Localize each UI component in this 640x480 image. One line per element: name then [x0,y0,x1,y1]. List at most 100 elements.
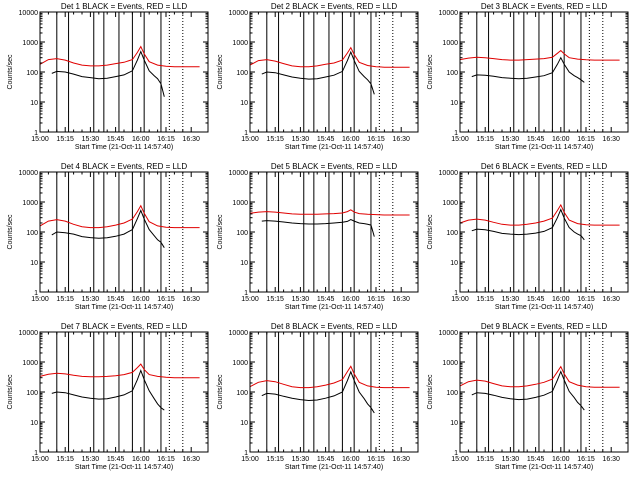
chart8-ytick-label-1: 1 [244,450,248,457]
chart2-xtick-label-3: 15:30 [292,136,310,143]
chart5-ytick-label-3: 100 [236,230,248,237]
chart8-xtick-label-1: 15:00 [241,456,259,463]
chart5-xtick-label-7: 16:30 [392,296,410,303]
chart4-xtick-label-6: 16:15 [157,296,175,303]
chart2-xtick-label-1: 15:00 [241,136,259,143]
chart3-xtick-label-7: 16:30 [602,136,620,143]
chart4-panel: Det 4 BLACK = Events, RED = LLD 1 10 100 100… [7,162,209,311]
chart4-title: Det 4 BLACK = Events, RED = LLD [61,162,188,171]
chart9-xlabel: Start Time (21-Oct-11 14:57:40) [495,464,593,471]
chart1-xtick-label-6: 16:15 [157,136,175,143]
chart6-ytick-label-3: 100 [446,230,458,237]
chart7-panel: Det 7 BLACK = Events, RED = LLD 1 10 100 100… [7,322,209,471]
chart4-ytick-label-1: 1 [34,290,38,297]
chart9-title: Det 9 BLACK = Events, RED = LLD [481,322,608,331]
chart5-series-lld [249,209,410,216]
chart4-ytick-label-4: 1000 [22,200,38,207]
chart8-xtick-label-5: 16:00 [342,456,360,463]
chart8-ytick-label-3: 100 [236,390,248,397]
chart3-title: Det 3 BLACK = Events, RED = LLD [481,2,608,11]
chart7-ytick-label-1: 1 [34,450,38,457]
chart4-xtick-label-7: 16:30 [182,296,200,303]
chart6-series-events [471,208,585,241]
chart8-xtick-label-3: 15:30 [292,456,310,463]
chart2-xlabel: Start Time (21-Oct-11 14:57:40) [285,144,383,151]
chart6-panel: Det 6 BLACK = Events, RED = LLD 1 10 100 100… [427,162,629,311]
chart9-ytick-label-4: 1000 [442,360,458,367]
chart1-ytick-label-2: 10 [30,100,38,107]
chart1-series-lld [39,45,200,68]
chart8-series-lld [249,365,410,389]
chart1-xtick-label-2: 15:15 [56,136,74,143]
chart6-xlabel: Start Time (21-Oct-11 14:57:40) [495,304,593,311]
chart2-series-lld [249,46,410,68]
chart3-ytick-label-5: 10000 [439,10,459,17]
chart7-xtick-label-4: 15:45 [107,456,125,463]
chart4-xlabel: Start Time (21-Oct-11 14:57:40) [75,304,173,311]
chart6-ytick-label-4: 1000 [442,200,458,207]
chart9-xtick-label-7: 16:30 [602,456,620,463]
chart1-xtick-label-3: 15:30 [82,136,100,143]
chart7-ylabel: Counts/sec [7,374,14,410]
chart7-xtick-label-1: 15:00 [31,456,49,463]
chart6-xtick-label-7: 16:30 [602,296,620,303]
chart7-xtick-label-3: 15:30 [82,456,100,463]
chart9-xtick-label-6: 16:15 [577,456,595,463]
chart4-series-lld [39,204,200,229]
chart3-series-events [471,56,585,83]
chart4-xtick-label-5: 16:00 [132,296,150,303]
chart1-xlabel: Start Time (21-Oct-11 14:57:40) [75,144,173,151]
chart6-title: Det 6 BLACK = Events, RED = LLD [481,162,608,171]
chart4-xtick-label-3: 15:30 [82,296,100,303]
chart5-ytick-label-1: 1 [244,290,248,297]
chart9-panel: Det 9 BLACK = Events, RED = LLD 1 10 100 100… [427,322,629,471]
chart2-ytick-label-4: 1000 [232,40,248,47]
chart7-title: Det 7 BLACK = Events, RED = LLD [61,322,188,331]
chart3-xtick-label-5: 16:00 [552,136,570,143]
chart2-ytick-label-1: 1 [244,130,248,137]
chart6-xtick-label-5: 16:00 [552,296,570,303]
chart1-ytick-label-5: 10000 [19,10,39,17]
chart2-ytick-label-5: 10000 [229,10,249,17]
chart4-xtick-label-1: 15:00 [31,296,49,303]
chart9-xtick-label-4: 15:45 [527,456,545,463]
chart2-xtick-label-4: 15:45 [317,136,335,143]
chart1-series-events [51,50,165,97]
chart2-xtick-label-2: 15:15 [266,136,284,143]
chart3-xtick-label-1: 15:00 [451,136,469,143]
chart7-series-lld [39,363,200,379]
chart3-xlabel: Start Time (21-Oct-11 14:57:40) [495,144,593,151]
chart9-xtick-label-2: 15:15 [476,456,494,463]
chart4-ytick-label-2: 10 [30,260,38,267]
chart4-series-events [51,209,165,248]
chart5-ylabel: Counts/sec [217,214,224,250]
chart8-xtick-label-4: 15:45 [317,456,335,463]
chart8-xtick-label-2: 15:15 [266,456,284,463]
chart7-xlabel: Start Time (21-Oct-11 14:57:40) [75,464,173,471]
chart9-xtick-label-1: 15:00 [451,456,469,463]
chart8-ytick-label-4: 1000 [232,360,248,367]
chart4-ytick-label-3: 100 [26,230,38,237]
chart6-ytick-label-1: 1 [454,290,458,297]
chart6-xtick-label-6: 16:15 [577,296,595,303]
chart6-ylabel: Counts/sec [427,214,434,250]
chart5-ytick-label-5: 10000 [229,170,249,177]
chart4-xtick-label-2: 15:15 [56,296,74,303]
chart7-ytick-label-3: 100 [26,390,38,397]
chart1-xtick-label-1: 15:00 [31,136,49,143]
chart4-ytick-label-5: 10000 [19,170,39,177]
chart3-ytick-label-2: 10 [450,100,458,107]
chart3-ylabel: Counts/sec [427,54,434,90]
chart7-ytick-label-5: 10000 [19,330,39,337]
chart2-title: Det 2 BLACK = Events, RED = LLD [271,2,398,11]
chart8-ylabel: Counts/sec [217,374,224,410]
chart6-xtick-label-4: 15:45 [527,296,545,303]
chart2-ytick-label-2: 10 [240,100,248,107]
chart1-title: Det 1 BLACK = Events, RED = LLD [61,2,188,11]
chart2-xtick-label-5: 16:00 [342,136,360,143]
chart7-ytick-label-2: 10 [30,420,38,427]
chart5-xtick-label-5: 16:00 [342,296,360,303]
chart5-xtick-label-4: 15:45 [317,296,335,303]
chart8-panel: Det 8 BLACK = Events, RED = LLD 1 10 100 100… [217,322,419,471]
chart7-xtick-label-2: 15:15 [56,456,74,463]
